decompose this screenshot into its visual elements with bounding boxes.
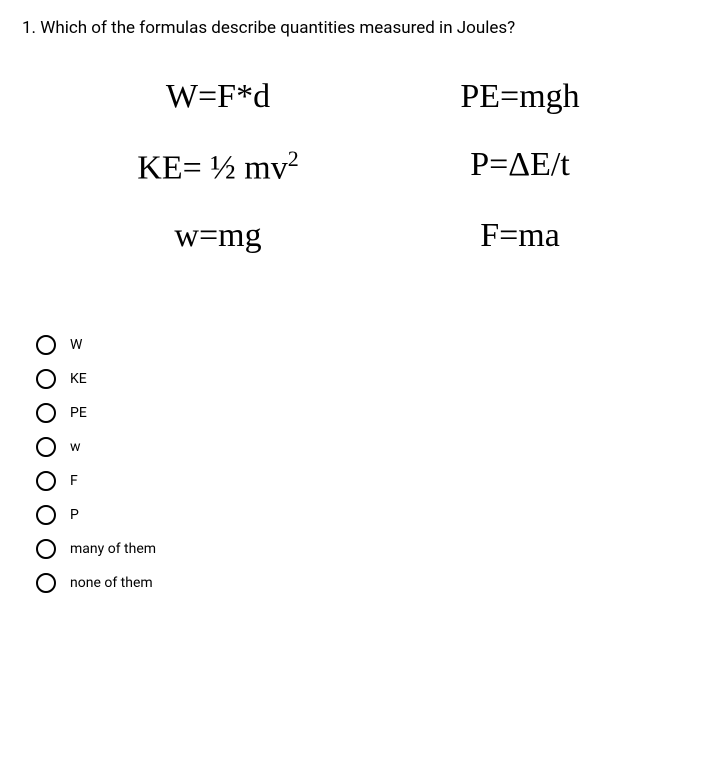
radio-icon <box>36 573 56 593</box>
option-row[interactable]: none of them <box>36 573 686 593</box>
formula-ke: KE= ½ mv2 <box>82 146 354 187</box>
radio-icon <box>36 539 56 559</box>
option-label: W <box>70 337 82 353</box>
options-list: W KE PE w F P many of them none of them <box>22 335 686 593</box>
formula-work: W=F*d <box>82 78 354 116</box>
option-label: many of them <box>70 541 156 557</box>
formula-ke-exponent: 2 <box>288 146 299 171</box>
formula-force: F=ma <box>384 217 656 255</box>
radio-icon <box>36 335 56 355</box>
radio-icon <box>36 505 56 525</box>
option-row[interactable]: PE <box>36 403 686 423</box>
option-row[interactable]: W <box>36 335 686 355</box>
option-label: w <box>70 439 81 455</box>
option-label: KE <box>70 371 87 387</box>
radio-icon <box>36 403 56 423</box>
option-label: PE <box>70 405 87 421</box>
formula-power: P=ΔE/t <box>384 146 656 187</box>
radio-icon <box>36 437 56 457</box>
option-row[interactable]: KE <box>36 369 686 389</box>
radio-icon <box>36 369 56 389</box>
formula-ke-base: KE= ½ mv <box>137 149 287 186</box>
option-row[interactable]: w <box>36 437 686 457</box>
radio-icon <box>36 471 56 491</box>
option-label: F <box>70 473 78 489</box>
option-label: none of them <box>70 575 153 591</box>
question-text: 1. Which of the formulas describe quanti… <box>22 18 686 38</box>
option-row[interactable]: F <box>36 471 686 491</box>
formulas-grid: W=F*d PE=mgh KE= ½ mv2 P=ΔE/t w=mg F=ma <box>22 78 686 255</box>
option-label: P <box>70 507 79 523</box>
option-row[interactable]: P <box>36 505 686 525</box>
option-row[interactable]: many of them <box>36 539 686 559</box>
formula-weight: w=mg <box>82 217 354 255</box>
formula-pe: PE=mgh <box>384 78 656 116</box>
